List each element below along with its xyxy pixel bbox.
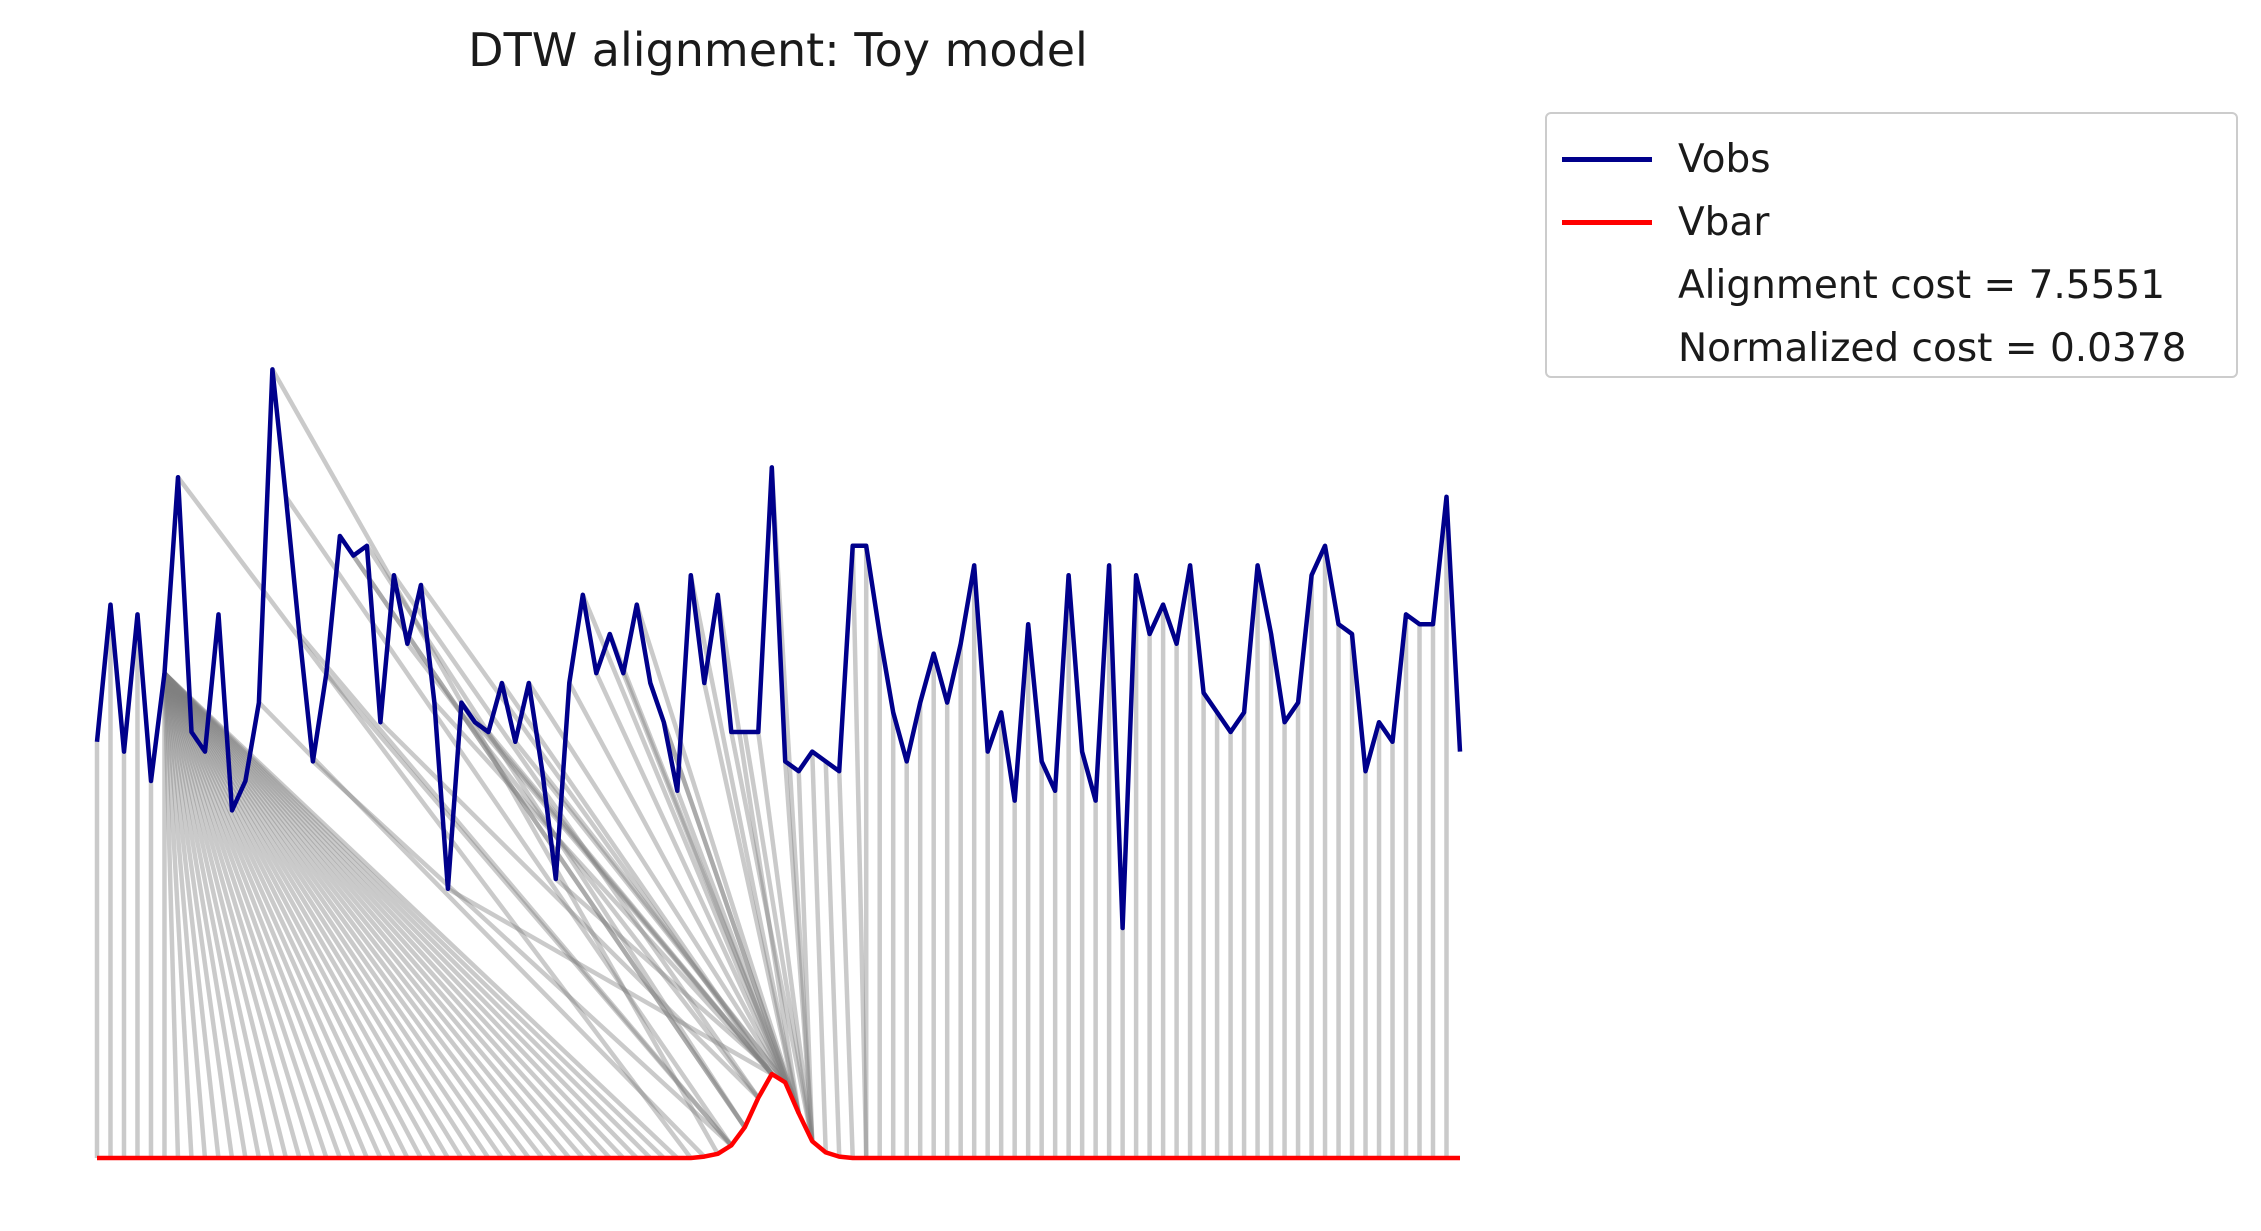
legend-label-vobs: Vobs — [1678, 137, 1771, 182]
series-line-vobs — [94, 367, 1463, 931]
alignment-connector — [446, 886, 773, 1076]
alignment-connector — [162, 671, 518, 1160]
alignment-connector — [162, 672, 383, 1159]
alignment-connector — [526, 681, 788, 1084]
alignment-connector — [473, 720, 774, 1076]
alignment-connector — [661, 721, 801, 1114]
alignment-connector — [648, 682, 801, 1114]
alignment-connector — [162, 672, 369, 1159]
alignment-connector — [162, 671, 625, 1160]
legend: Vobs Vbar Alignment cost = 7.5551 Normal… — [1545, 112, 2238, 378]
alignment-connector — [836, 771, 855, 1159]
alignment-connector — [742, 731, 815, 1142]
alignment-connector — [162, 672, 235, 1159]
alignment-connector — [162, 672, 302, 1159]
alignment-connector — [392, 573, 761, 1100]
alignment-connector — [162, 673, 208, 1159]
alignment-connector — [554, 877, 787, 1085]
alignment-connector — [823, 761, 842, 1157]
alignment-connector — [405, 642, 761, 1100]
alignment-connector — [796, 771, 815, 1142]
legend-note-normalized-cost: Normalized cost = 0.0378 — [1547, 318, 2236, 378]
alignment-connector — [162, 672, 464, 1160]
alignment-connector — [162, 672, 289, 1159]
legend-note-alignment-cost: Alignment cost = 7.5551 — [1547, 255, 2236, 315]
alignment-connectors — [94, 368, 1449, 1160]
alignment-connector — [675, 790, 801, 1114]
alignment-connector — [270, 368, 720, 1155]
alignment-cost-text: Alignment cost = 7.5551 — [1678, 263, 2166, 308]
alignment-connector — [729, 731, 815, 1142]
series-lines — [94, 367, 1463, 1161]
alignment-connector — [783, 761, 815, 1142]
alignment-connector — [162, 671, 531, 1160]
alignment-connector — [162, 671, 598, 1160]
alignment-connector — [459, 701, 774, 1076]
alignment-connector — [702, 682, 801, 1114]
alignment-connector — [162, 673, 181, 1159]
legend-entry-vobs: Vobs — [1547, 129, 2236, 189]
alignment-connector — [607, 633, 801, 1115]
legend-swatch-vbar — [1562, 220, 1652, 225]
alignment-connector — [162, 672, 450, 1160]
alignment-connector — [540, 769, 788, 1084]
alignment-connector — [162, 672, 410, 1160]
alignment-connector — [297, 632, 733, 1147]
alignment-connector — [499, 681, 774, 1076]
alignment-connector — [378, 720, 760, 1100]
alignment-connector — [162, 672, 356, 1159]
alignment-connector — [311, 759, 733, 1148]
alignment-connector — [162, 672, 221, 1159]
alignment-connector — [162, 671, 652, 1160]
alignment-connector — [162, 672, 262, 1159]
alignment-connector — [567, 681, 788, 1084]
alignment-connector — [634, 603, 801, 1114]
series-line-vbar — [97, 1071, 1460, 1161]
alignment-connector — [594, 672, 788, 1084]
legend-swatch-vobs — [1562, 157, 1652, 162]
alignment-connector — [365, 544, 747, 1129]
legend-label-vbar: Vbar — [1678, 200, 1770, 245]
alignment-connector — [162, 672, 396, 1159]
alignment-connector — [162, 673, 194, 1159]
alignment-connector — [162, 671, 477, 1160]
alignment-connector — [162, 671, 639, 1160]
alignment-connector — [162, 672, 329, 1159]
alignment-connector — [162, 671, 572, 1160]
alignment-connector — [162, 672, 423, 1160]
alignment-connector — [284, 495, 734, 1147]
chart-title: DTW alignment: Toy model — [468, 23, 1088, 77]
alignment-connector — [162, 672, 248, 1159]
legend-entry-vbar: Vbar — [1547, 192, 2236, 252]
alignment-connector — [162, 671, 504, 1160]
alignment-connector — [162, 671, 585, 1160]
alignment-connector — [432, 701, 774, 1076]
alignment-connector — [419, 583, 774, 1076]
alignment-connector — [162, 672, 343, 1159]
alignment-connector — [324, 671, 733, 1147]
alignment-connector — [162, 672, 275, 1159]
alignment-connector — [162, 671, 666, 1160]
alignment-connector — [162, 672, 316, 1159]
alignment-connector — [850, 545, 869, 1159]
alignment-connector — [162, 671, 612, 1160]
alignment-connector — [621, 672, 801, 1115]
alignment-connector — [257, 701, 706, 1159]
alignment-connector — [809, 751, 828, 1153]
alignment-connector — [162, 672, 437, 1160]
alignment-connector — [580, 593, 788, 1084]
alignment-connector — [756, 731, 815, 1142]
alignment-connector — [715, 594, 801, 1114]
alignment-connector — [162, 671, 491, 1160]
normalized-cost-text: Normalized cost = 0.0378 — [1678, 326, 2187, 371]
alignment-connector — [486, 730, 774, 1076]
